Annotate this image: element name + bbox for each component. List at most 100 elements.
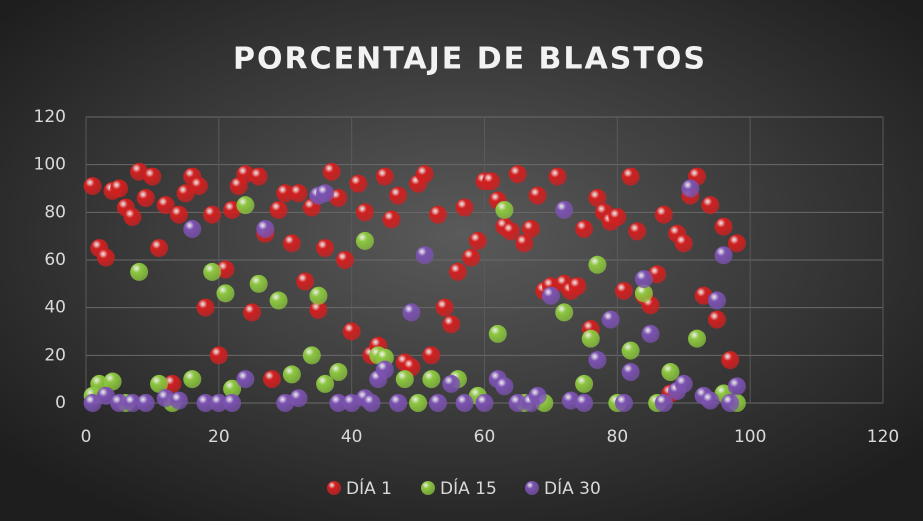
point <box>169 391 188 410</box>
point <box>96 248 115 267</box>
point <box>528 186 547 205</box>
point <box>216 260 235 279</box>
point <box>136 394 155 412</box>
x-tick-label: 0 <box>81 427 92 447</box>
point <box>721 351 740 370</box>
point <box>336 251 355 269</box>
point <box>150 239 169 258</box>
point <box>329 363 348 382</box>
point <box>521 220 540 239</box>
point <box>614 281 633 300</box>
point <box>110 179 129 198</box>
point <box>322 162 341 181</box>
legend-marker <box>525 481 539 495</box>
x-tick-label: 100 <box>734 427 766 447</box>
point <box>189 177 208 196</box>
point <box>123 394 142 412</box>
point <box>448 262 467 281</box>
point <box>375 167 394 186</box>
point <box>422 370 441 389</box>
point <box>475 394 494 412</box>
point <box>355 203 374 222</box>
point <box>429 205 448 224</box>
point <box>508 394 527 412</box>
point <box>701 196 720 215</box>
point <box>442 315 461 334</box>
point <box>641 324 660 343</box>
point <box>422 346 441 365</box>
y-tick-label: 40 <box>44 298 66 318</box>
legend-label: DÍA 15 <box>440 477 497 499</box>
point <box>389 186 408 205</box>
point <box>296 272 315 291</box>
x-tick-label: 20 <box>208 427 230 447</box>
point <box>409 394 428 412</box>
point <box>714 246 733 265</box>
point <box>282 365 301 384</box>
point <box>707 291 726 310</box>
point <box>156 389 175 408</box>
point <box>309 286 328 305</box>
point <box>316 239 335 258</box>
point <box>203 205 222 224</box>
point <box>621 341 640 360</box>
point <box>621 363 640 382</box>
legend-label: DÍA 1 <box>346 477 392 499</box>
point <box>688 329 707 348</box>
point <box>575 220 594 239</box>
point <box>249 167 268 186</box>
point <box>362 394 381 412</box>
point <box>455 394 474 412</box>
point <box>415 246 434 265</box>
point <box>289 184 308 203</box>
point <box>123 208 142 227</box>
point <box>634 270 653 289</box>
point <box>674 234 693 253</box>
point <box>223 394 242 412</box>
point <box>528 386 547 405</box>
point <box>382 210 401 229</box>
point <box>136 189 155 208</box>
point <box>601 310 620 329</box>
point <box>110 394 129 412</box>
point <box>150 374 169 393</box>
point <box>621 167 640 186</box>
point <box>561 391 580 410</box>
point <box>634 284 653 303</box>
point <box>329 394 348 412</box>
point <box>442 374 461 393</box>
point <box>654 394 673 412</box>
x-tick-label: 80 <box>607 427 629 447</box>
point <box>628 222 647 241</box>
point <box>415 165 434 184</box>
point <box>495 377 514 396</box>
point <box>236 196 255 215</box>
y-tick-label: 0 <box>55 393 66 413</box>
point <box>196 298 215 317</box>
point <box>661 363 680 382</box>
point <box>721 394 740 412</box>
point <box>588 189 607 208</box>
point <box>681 179 700 198</box>
point <box>176 184 195 203</box>
point <box>130 262 149 281</box>
point <box>209 346 228 365</box>
point <box>309 301 328 320</box>
y-tick-label: 20 <box>44 345 66 365</box>
point <box>262 370 281 389</box>
point <box>727 377 746 396</box>
point <box>236 165 255 184</box>
point <box>435 298 454 317</box>
point <box>236 370 255 389</box>
y-tick-label: 60 <box>44 250 66 270</box>
point <box>143 167 162 186</box>
point <box>169 205 188 224</box>
point <box>183 370 202 389</box>
point <box>196 394 215 412</box>
point <box>488 324 507 343</box>
point <box>216 284 235 303</box>
point <box>269 291 288 310</box>
point <box>209 394 228 412</box>
point <box>223 379 242 398</box>
